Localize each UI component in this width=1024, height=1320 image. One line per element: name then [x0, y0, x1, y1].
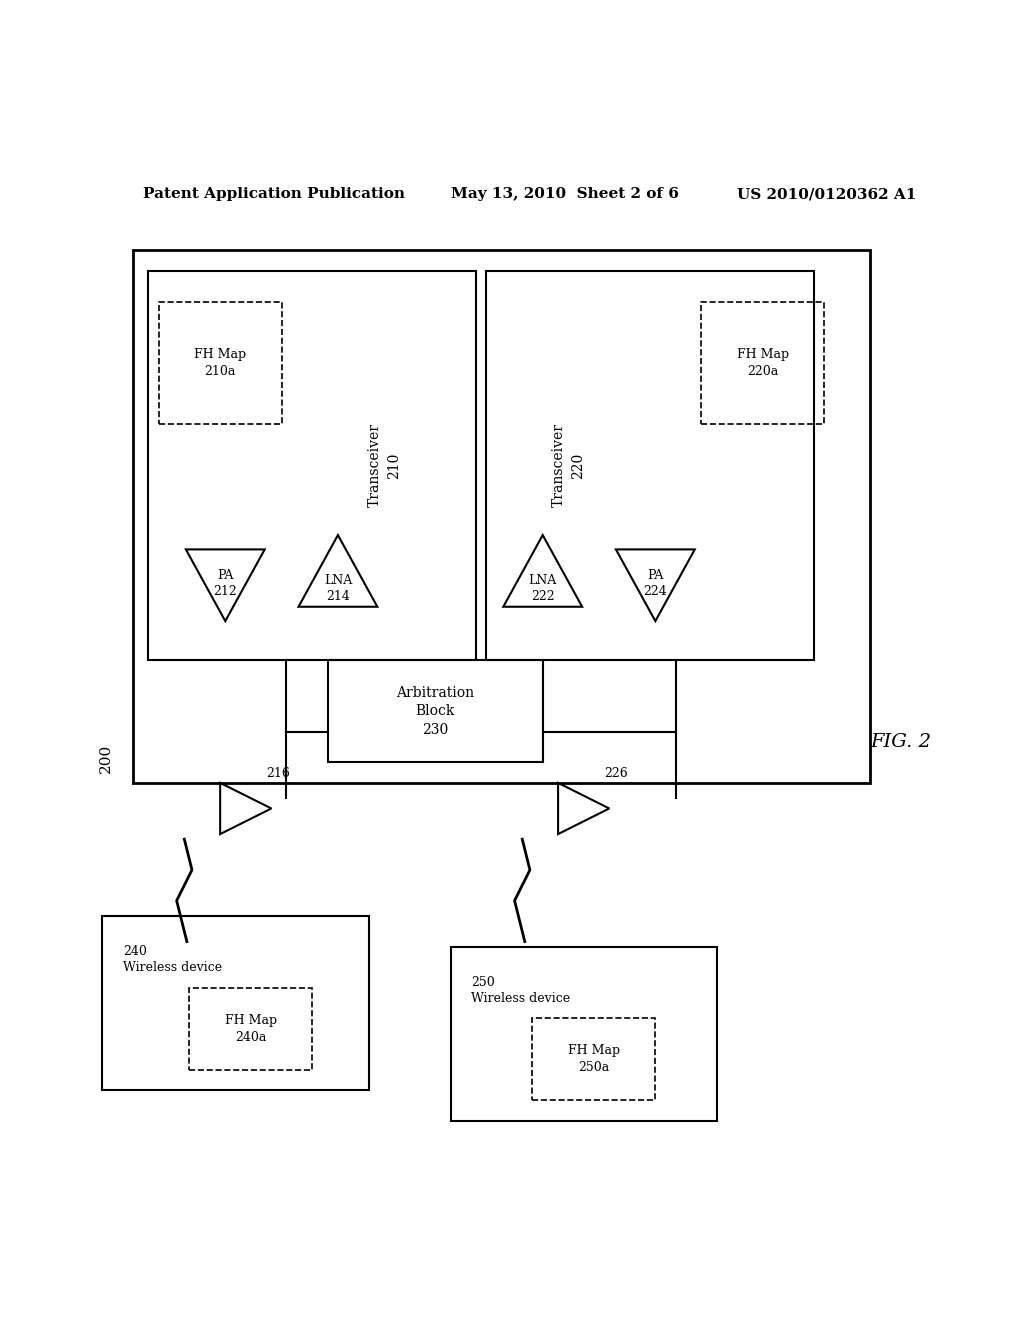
Text: US 2010/0120362 A1: US 2010/0120362 A1: [737, 187, 916, 201]
Text: 250
Wireless device: 250 Wireless device: [471, 975, 570, 1005]
Text: PA
224: PA 224: [643, 569, 668, 598]
Text: LNA
222: LNA 222: [528, 574, 557, 603]
Text: FH Map
220a: FH Map 220a: [737, 348, 788, 378]
Text: Transceiver
220: Transceiver 220: [552, 424, 585, 507]
Text: FH Map
240a: FH Map 240a: [225, 1014, 276, 1044]
Text: FIG. 2: FIG. 2: [870, 733, 932, 751]
Text: Arbitration
Block
230: Arbitration Block 230: [396, 686, 474, 737]
Text: 226: 226: [604, 767, 628, 780]
Text: LNA
214: LNA 214: [324, 574, 352, 603]
Text: May 13, 2010  Sheet 2 of 6: May 13, 2010 Sheet 2 of 6: [451, 187, 679, 201]
Text: Patent Application Publication: Patent Application Publication: [143, 187, 406, 201]
Text: Transceiver
210: Transceiver 210: [368, 424, 401, 507]
Text: PA
212: PA 212: [213, 569, 238, 598]
Text: 216: 216: [266, 767, 290, 780]
Text: 240
Wireless device: 240 Wireless device: [123, 945, 222, 974]
Text: FH Map
210a: FH Map 210a: [195, 348, 246, 378]
Text: FH Map
250a: FH Map 250a: [568, 1044, 620, 1074]
Text: 200: 200: [98, 743, 113, 772]
